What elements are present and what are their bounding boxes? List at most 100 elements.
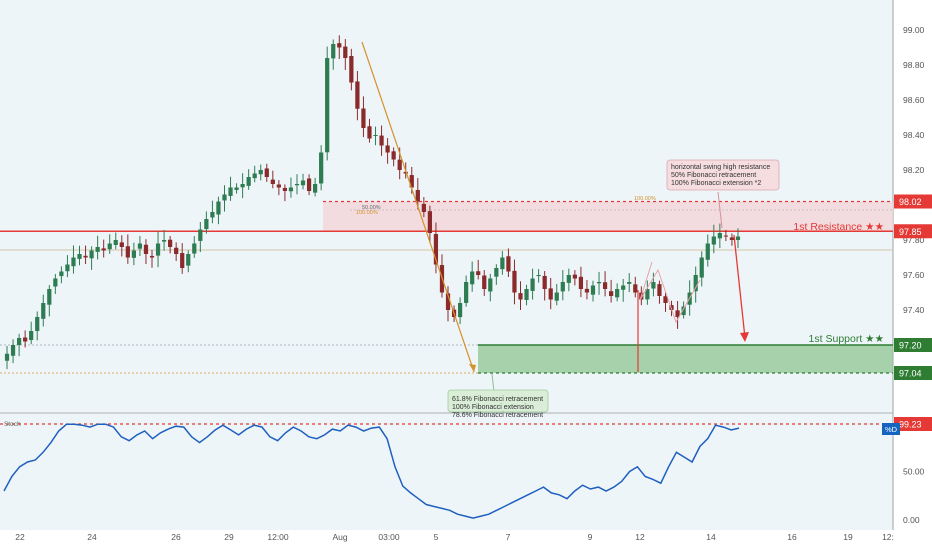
candle-body: [258, 170, 263, 175]
time-axis-tick: 26: [171, 532, 181, 542]
candle-body: [355, 81, 360, 109]
candle-body: [240, 184, 245, 188]
fib-label: 100.00%: [356, 210, 378, 216]
candle-body: [23, 337, 28, 342]
candle-body: [47, 289, 52, 305]
candle-body: [192, 243, 197, 254]
price-axis-tick: 97.40: [903, 305, 925, 315]
time-axis-tick: 16: [787, 532, 797, 542]
fib-label: 50.00%: [362, 205, 381, 211]
series-badge-text: %D: [885, 425, 898, 434]
time-axis-tick: 12:00: [267, 532, 289, 542]
candle-body: [294, 184, 300, 186]
candle-body: [488, 278, 493, 292]
candle-body: [554, 292, 559, 301]
time-axis-tick: 19: [843, 532, 853, 542]
price-axis-tick: 98.40: [903, 130, 925, 140]
oscillator-level-badge: [894, 417, 932, 431]
candle-body: [228, 187, 233, 196]
candle-body: [270, 179, 275, 184]
support-note-box: [447, 389, 549, 413]
candle-body: [331, 44, 336, 59]
candle-body: [470, 271, 475, 285]
price-axis-tick: 98.80: [903, 60, 925, 70]
candle-body: [180, 253, 185, 268]
projection-arrow-line: [733, 234, 746, 339]
price-badge-98.02: [894, 194, 932, 209]
candle-body: [83, 255, 88, 258]
time-axis-tick: 29: [224, 532, 234, 542]
candle-body: [633, 284, 638, 293]
support-level-label: 1st Support ★★: [809, 333, 885, 345]
candle-body: [101, 248, 106, 251]
candle-body: [476, 271, 481, 275]
time-axis-tick: 03:00: [378, 532, 400, 542]
price-badge-97.20: [894, 338, 932, 352]
candle-body: [669, 305, 674, 310]
time-axis-tick: 24: [87, 532, 97, 542]
oscillator-axis-tick: 0.00: [903, 515, 920, 525]
candle-body: [343, 46, 348, 58]
time-axis-tick: 22: [15, 532, 25, 542]
candle-body: [560, 282, 565, 292]
resistance-note-box: [666, 159, 780, 191]
candle-body: [222, 194, 227, 201]
candle-body: [409, 175, 414, 188]
stochastic-line: [3, 423, 740, 519]
candle-body: [584, 288, 590, 293]
price-badge-text: 98.02: [899, 197, 922, 207]
candle-body: [506, 256, 511, 272]
oscillator-panel-background: [0, 414, 893, 530]
candle-body: [113, 240, 118, 245]
candle-body: [282, 187, 288, 191]
candle-body: [361, 108, 366, 128]
support-zone: [478, 345, 893, 373]
resistance-level-label: 1st Resistance ★★: [793, 221, 884, 233]
note-pointer: [717, 191, 723, 229]
candle-body: [415, 190, 420, 202]
price-badge-97.04: [894, 366, 932, 380]
fib-label: 100.00%: [634, 196, 656, 202]
candle-body: [276, 184, 281, 188]
candle-body: [457, 303, 463, 318]
candle-body: [264, 168, 269, 177]
candle-body: [77, 254, 82, 259]
candle-body: [500, 257, 505, 270]
candle-body: [131, 250, 136, 258]
candle-body: [705, 243, 710, 260]
oscillator-axis-tick: 50.00: [903, 467, 925, 477]
price-badge-text: 97.85: [899, 227, 922, 237]
resistance-note-text: 50% Fibonacci retracement: [671, 172, 756, 179]
candle-body: [609, 291, 614, 296]
resistance-note-text: horizontal swing high resistance: [671, 164, 770, 171]
fib-arrow-head: [469, 364, 476, 372]
candle-body: [627, 282, 632, 284]
candle-body: [711, 236, 716, 245]
time-axis-tick: 14: [706, 532, 716, 542]
candle-body: [482, 275, 487, 289]
candle-body: [548, 288, 553, 300]
support-note-text: 61.8% Fibonacci retracement: [452, 396, 543, 403]
candle-body: [602, 282, 608, 289]
candle-body: [397, 159, 402, 170]
candle-body: [234, 187, 239, 190]
candle-body: [95, 247, 100, 252]
candle-body: [119, 242, 124, 247]
candle-body: [306, 178, 312, 191]
candle-body: [161, 240, 167, 242]
candle-body: [29, 331, 34, 341]
projection-arrow-head: [740, 332, 749, 342]
candle-body: [288, 187, 294, 192]
swing-path: [639, 261, 701, 324]
candle-body: [536, 275, 541, 277]
time-axis-tick: 12:: [882, 532, 894, 542]
candle-body: [312, 184, 318, 193]
candle-body: [155, 243, 161, 256]
price-badge-text: 97.04: [899, 369, 922, 379]
time-axis-tick: 9: [588, 532, 593, 542]
candle-body: [4, 353, 10, 361]
candle-body: [204, 219, 209, 230]
candle-body: [10, 345, 16, 356]
